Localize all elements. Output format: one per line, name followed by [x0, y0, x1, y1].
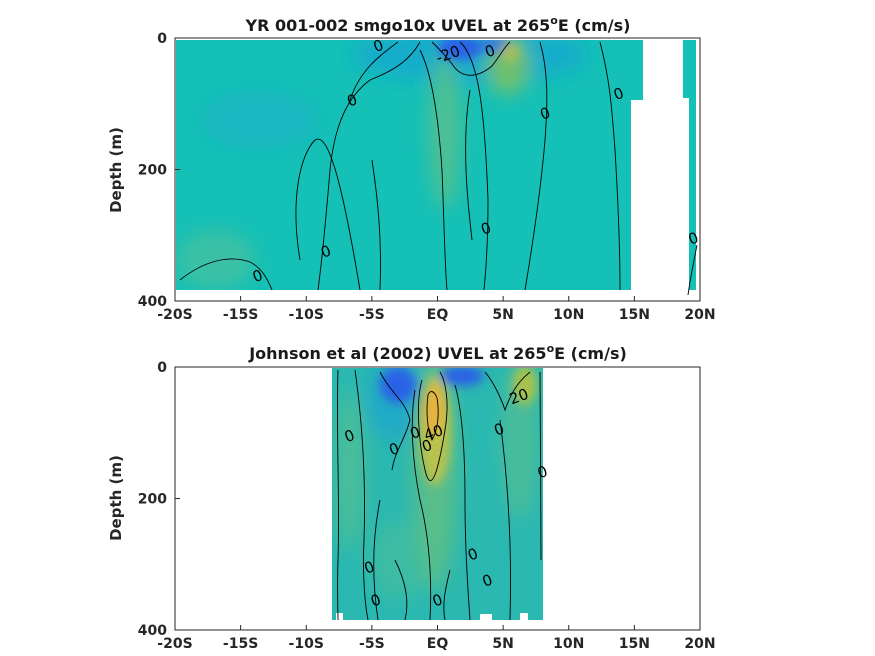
top-missing-data-1 — [631, 40, 641, 290]
top-westward-band — [350, 40, 590, 83]
top-missing-data-4 — [683, 98, 689, 290]
x-tick-label: -20S — [157, 636, 192, 652]
x-tick-label: 15N — [619, 307, 650, 323]
y-tick-label: 400 — [138, 294, 167, 310]
top-necc — [486, 40, 530, 95]
x-tick-label: -10S — [289, 636, 324, 652]
bottom-panel: Johnson et al (2002) UVEL at 265oE (cm/s… — [107, 342, 716, 652]
x-tick-label: 5N — [492, 307, 513, 323]
bottom-panel-title: Johnson et al (2002) UVEL at 265oE (cm/s… — [248, 342, 627, 363]
top-missing-data-3 — [631, 40, 643, 100]
contour-label: 20 — [507, 385, 531, 408]
x-tick-label: 5N — [492, 636, 513, 652]
x-tick-label: EQ — [427, 636, 449, 652]
top-panel-title: YR 001-002 smgo10x UVEL at 265oE (cm/s) — [245, 14, 631, 35]
y-tick-label: 200 — [138, 163, 167, 179]
x-tick-label: -15S — [223, 307, 258, 323]
top-jet-core — [501, 42, 519, 62]
bottom-euc-core — [424, 385, 444, 435]
x-tick-label: 20N — [684, 307, 715, 323]
bottom-missing-notch-4 — [520, 613, 528, 620]
y-tick-label: 0 — [157, 31, 167, 47]
x-tick-label: EQ — [427, 307, 449, 323]
y-tick-label: 0 — [157, 360, 167, 376]
x-tick-label: -5S — [359, 636, 385, 652]
bottom-necc-core — [513, 368, 537, 405]
x-tick-label: -20S — [157, 307, 192, 323]
bottom-x-axis: -20S -15S -10S -5S EQ 5N 10N 15N 20N — [157, 625, 716, 652]
top-subsurface-westward — [200, 90, 320, 150]
top-y-axis: 0 200 400 — [138, 31, 180, 310]
contour-label: 40 — [422, 421, 446, 444]
x-tick-label: 15N — [619, 636, 650, 652]
bottom-field — [332, 368, 543, 620]
bottom-westward-core-2 — [440, 368, 484, 386]
top-contour-lines — [179, 41, 698, 296]
x-tick-label: 10N — [553, 307, 584, 323]
top-westward-core-1 — [438, 40, 482, 60]
top-south-band — [176, 230, 255, 290]
bottom-green-band-3 — [502, 368, 538, 520]
top-missing-data-5 — [696, 40, 701, 290]
x-tick-label: -10S — [289, 307, 324, 323]
bottom-westward-core-1 — [380, 368, 416, 403]
bottom-contour-lines — [336, 369, 542, 621]
top-missing-data-2 — [641, 40, 683, 290]
bottom-deep-green — [370, 520, 430, 600]
top-x-axis: -20S -15S -10S -5S EQ 5N 10N 15N 20N — [157, 296, 716, 323]
y-tick-label: 400 — [138, 623, 167, 639]
top-field — [176, 40, 701, 290]
x-tick-label: -15S — [223, 636, 258, 652]
bottom-missing-notch-3 — [480, 614, 492, 620]
top-eq-undercurrent — [429, 50, 461, 210]
bottom-y-axis-label: Depth (m) — [107, 455, 125, 541]
bottom-green-band-1 — [336, 390, 364, 550]
bottom-y-axis: 0 200 400 — [138, 360, 180, 639]
top-panel: YR 001-002 smgo10x UVEL at 265oE (cm/s) — [107, 14, 716, 323]
y-tick-label: 200 — [138, 492, 167, 508]
x-tick-label: 10N — [553, 636, 584, 652]
bottom-missing-notch-2 — [336, 613, 343, 620]
x-tick-label: -5S — [359, 307, 385, 323]
top-y-axis-label: Depth (m) — [107, 127, 125, 213]
x-tick-label: 20N — [684, 636, 715, 652]
